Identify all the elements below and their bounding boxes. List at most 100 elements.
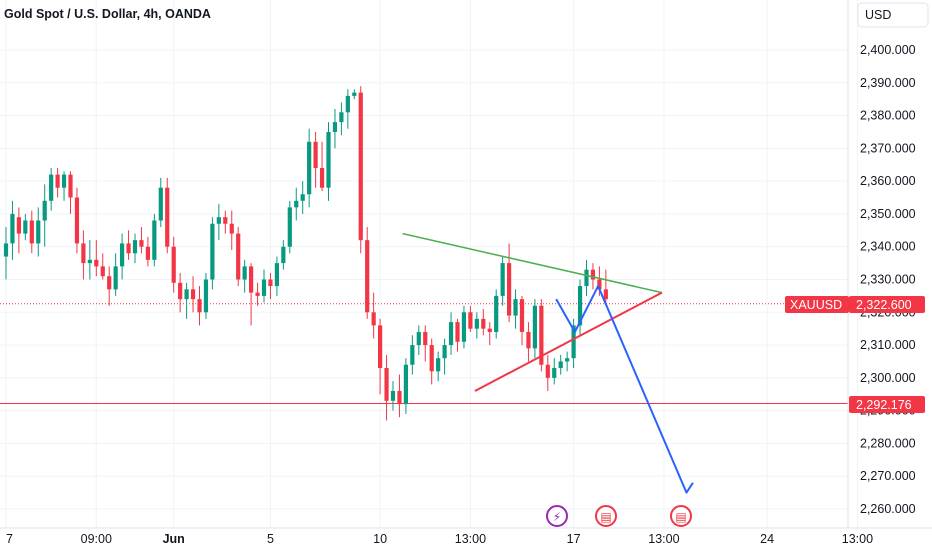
candle-body — [474, 318, 479, 329]
price-tick-label: 2,370.000 — [860, 141, 916, 155]
candle — [152, 213, 157, 267]
candle — [49, 168, 54, 211]
candle-body — [507, 263, 512, 316]
candle — [287, 200, 292, 254]
candle — [455, 318, 460, 352]
candle-body — [87, 259, 92, 264]
candle — [229, 210, 234, 250]
candle — [603, 269, 608, 306]
candle-body — [455, 322, 460, 342]
candle — [178, 272, 183, 313]
candle — [410, 335, 415, 375]
resistance-trendline[interactable] — [402, 232, 663, 294]
candle — [539, 299, 544, 372]
candle — [197, 286, 202, 326]
candle — [474, 312, 479, 339]
chart-title: Gold Spot / U.S. Dollar, 4h, OANDA — [4, 7, 211, 21]
projection-path[interactable] — [555, 285, 694, 494]
candle-body — [249, 266, 254, 293]
currency-button[interactable]: USD — [857, 2, 929, 28]
candle-body — [74, 197, 80, 244]
price-axis[interactable]: 2,400.000 2,390.000 2,380.000 2,370.000 2,36… — [847, 0, 916, 528]
candle-body — [107, 276, 112, 290]
price-tick-label: 2,350.000 — [860, 207, 916, 221]
candle — [61, 171, 67, 201]
price-tick-label: 2,360.000 — [860, 174, 916, 188]
price-tick-label: 2,260.000 — [860, 502, 916, 516]
dividend-icon[interactable]: ⚡ — [546, 505, 568, 527]
candle-body — [49, 174, 54, 201]
candle-body — [481, 318, 486, 329]
candle — [16, 207, 21, 254]
candle — [577, 279, 583, 336]
candle-body — [229, 223, 234, 234]
trend-drawings[interactable] — [402, 232, 694, 494]
time-tick-label: 7 — [6, 532, 13, 546]
candle-body — [242, 266, 247, 280]
candle — [571, 318, 576, 369]
currency-label: USD — [865, 8, 891, 22]
candle-body — [332, 122, 338, 132]
candle-body — [532, 305, 537, 349]
candle — [565, 351, 570, 372]
candle-body — [100, 266, 105, 277]
candle-body — [10, 213, 15, 244]
candle-body — [300, 194, 305, 201]
us-flag-icon[interactable]: ▤ — [670, 505, 692, 527]
support-trendline[interactable] — [474, 291, 663, 392]
marker-ring — [546, 505, 568, 527]
candle-body — [281, 246, 286, 264]
candle — [558, 354, 563, 375]
candle — [403, 358, 408, 414]
candle — [139, 227, 144, 254]
candle-body — [268, 279, 273, 287]
candle-body — [255, 292, 260, 296]
time-tick-label: 13:00 — [842, 532, 873, 546]
candle — [345, 89, 350, 129]
candle — [242, 259, 247, 293]
candle-body — [403, 364, 408, 405]
candle-body — [436, 358, 441, 372]
candle — [384, 354, 389, 421]
candle-body — [42, 200, 47, 221]
time-tick-label: 13:00 — [648, 532, 679, 546]
candle-body — [597, 279, 602, 290]
candle-body — [326, 131, 331, 188]
time-tick-label: 09:00 — [81, 532, 112, 546]
candle — [10, 200, 15, 260]
candle — [332, 109, 338, 149]
time-tick-label: 17 — [567, 532, 581, 546]
candle-body — [526, 331, 531, 349]
marker-ring — [670, 505, 692, 527]
candle-body — [590, 269, 596, 280]
candle-body — [29, 220, 34, 244]
candle-body — [384, 368, 389, 401]
candle-body — [558, 361, 563, 369]
candle — [81, 230, 86, 280]
candle — [55, 168, 60, 198]
candle — [461, 305, 467, 349]
candle-body — [378, 325, 383, 369]
candle-body — [429, 345, 434, 372]
time-axis[interactable]: 7 09:00 Jun 5 10 13:00 17 13:00 24 13:00 — [0, 527, 932, 546]
candle — [526, 322, 531, 362]
price-tick-label: 2,270.000 — [860, 469, 916, 483]
candle — [113, 253, 118, 296]
candle — [313, 131, 318, 188]
time-tick-label: 24 — [760, 532, 774, 546]
candle — [23, 213, 28, 241]
us-flag-icon[interactable]: ▤ — [595, 505, 617, 527]
candle — [442, 338, 447, 375]
candle — [165, 177, 170, 254]
candle-body — [113, 266, 118, 290]
candle — [378, 318, 383, 395]
candle — [87, 240, 92, 280]
candle-body — [571, 325, 576, 359]
candle-body — [319, 168, 325, 188]
candle — [519, 295, 525, 346]
event-markers[interactable]: ⚡ ▤ ▤ — [546, 505, 692, 527]
candle-body — [184, 289, 189, 300]
candle — [100, 253, 105, 280]
candle-body — [197, 299, 202, 313]
